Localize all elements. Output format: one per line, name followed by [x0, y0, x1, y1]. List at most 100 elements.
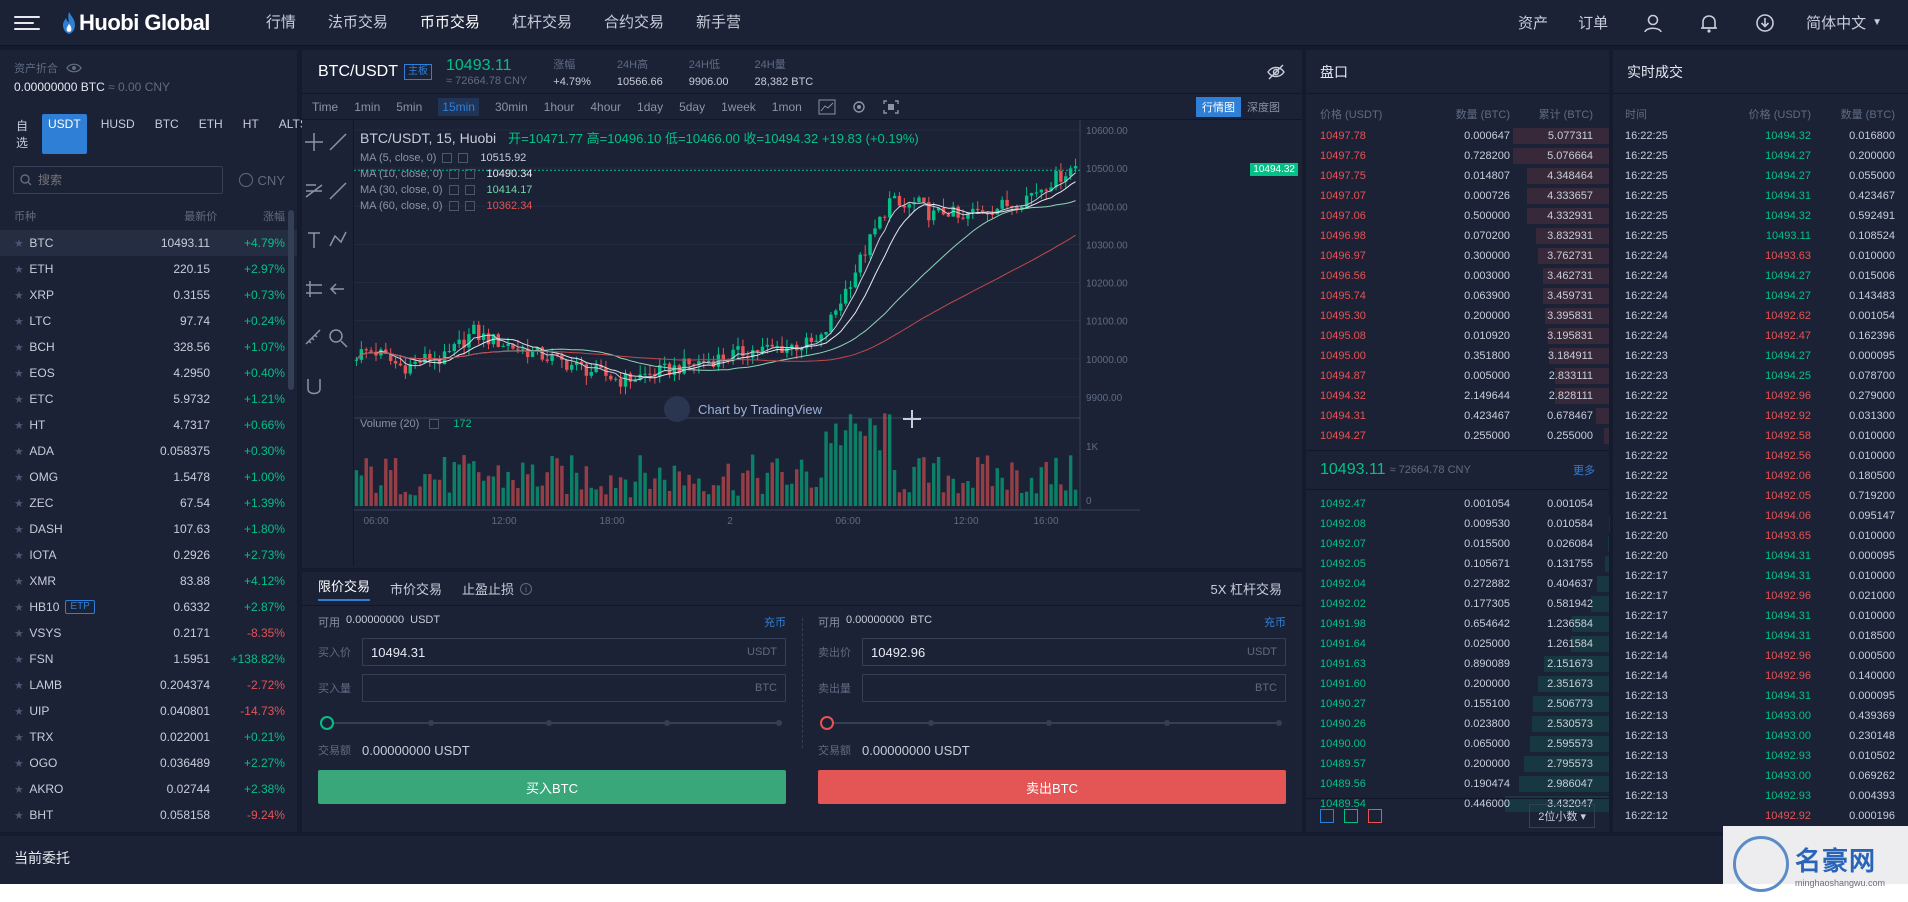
logo[interactable]: Huobi Global [62, 10, 210, 36]
sell-button[interactable]: 卖出BTC [818, 770, 1286, 804]
volume-settings-icon[interactable] [429, 419, 440, 429]
timeframe-1min[interactable]: 1min [354, 99, 381, 114]
settings-icon[interactable] [850, 99, 868, 115]
ma-close-icon[interactable] [464, 169, 475, 179]
book-row[interactable]: 10495.00 0.351800 3.184911 [1306, 346, 1609, 366]
orders-link[interactable]: 订单 [1578, 15, 1609, 32]
book-row[interactable]: 10496.98 0.070200 3.832931 [1306, 226, 1609, 246]
book-row[interactable]: 10492.04 0.272882 0.404637 [1306, 574, 1609, 594]
search-field[interactable] [13, 166, 223, 194]
book-row[interactable]: 10494.87 0.005000 2.833111 [1306, 366, 1609, 386]
market-row[interactable]: ★ DASH 107.63 +1.80% [0, 516, 297, 542]
market-row[interactable]: ★ BHT 0.058158 -9.24% [0, 802, 297, 828]
star-icon[interactable]: ★ [14, 289, 24, 302]
view-tab-0[interactable]: 行情图 [1196, 96, 1241, 117]
star-icon[interactable]: ★ [14, 601, 24, 614]
ma-legend-row[interactable]: MA (5, close, 0) 10515.92 [360, 150, 919, 166]
timeframe-time[interactable]: Time [312, 99, 339, 114]
assets-link[interactable]: 资产 [1518, 15, 1549, 32]
sell-price-input[interactable]: 10492.96 USDT [862, 638, 1286, 666]
timeframe-5day[interactable]: 5day [679, 99, 706, 114]
user-icon[interactable] [1642, 12, 1664, 34]
download-icon[interactable] [1754, 12, 1776, 34]
tab-limit[interactable]: 限价交易 [318, 576, 371, 601]
nav-item-1[interactable]: 法币交易 [327, 13, 388, 31]
sell-slider-knob[interactable] [820, 716, 834, 730]
buy-qty-input[interactable]: BTC [362, 674, 786, 702]
book-row[interactable]: 10490.26 0.023800 2.530573 [1306, 714, 1609, 734]
fib-icon[interactable] [302, 179, 326, 203]
tradingview-badge[interactable]: Chart by TradingView [664, 396, 822, 422]
market-row[interactable]: ★ OGO 0.036489 +2.27% [0, 750, 297, 776]
ma-close-icon[interactable] [464, 201, 475, 211]
market-row[interactable]: ★ IOTA 0.2926 +2.73% [0, 542, 297, 568]
hide-eye-icon[interactable] [1266, 62, 1286, 82]
market-tab-自选[interactable]: 自选 [16, 119, 29, 150]
leverage-link[interactable]: 5X 杠杆交易 [1210, 579, 1282, 598]
star-icon[interactable]: ★ [14, 445, 24, 458]
language-selector[interactable]: 简体中文 ▼ [1806, 12, 1882, 33]
book-row[interactable]: 10497.76 0.728200 5.076664 [1306, 146, 1609, 166]
market-tab-usdt[interactable]: USDT [42, 114, 87, 154]
market-row[interactable]: ★ OMG 1.5478 +1.00% [0, 464, 297, 490]
book-row[interactable]: 10497.78 0.000647 5.077311 [1306, 126, 1609, 146]
market-tab-husd[interactable]: HUSD [100, 117, 135, 131]
book-row[interactable]: 10492.08 0.009530 0.010584 [1306, 514, 1609, 534]
candlestick-chart[interactable]: 10600.00 10500.00 10400.00 10300.00 10200.00… [354, 120, 1302, 566]
ma-legend-row[interactable]: MA (10, close, 0) 10490.34 [360, 166, 919, 182]
star-icon[interactable]: ★ [14, 679, 24, 692]
timeframe-1day[interactable]: 1day [637, 99, 664, 114]
header-change[interactable]: 涨幅 [263, 211, 285, 223]
magnet-icon[interactable] [302, 375, 326, 399]
nav-item-5[interactable]: 新手营 [695, 13, 741, 31]
star-icon[interactable]: ★ [14, 653, 24, 666]
sell-qty-input[interactable]: BTC [862, 674, 1286, 702]
book-row[interactable]: 10492.47 0.001054 0.001054 [1306, 494, 1609, 514]
star-icon[interactable]: ★ [14, 471, 24, 484]
market-row[interactable]: ★ VSYS 0.2171 -8.35% [0, 620, 297, 646]
buy-charge-link[interactable]: 充币 [764, 617, 786, 629]
pattern-icon[interactable] [326, 228, 350, 252]
market-row[interactable]: ★ HT 4.7317 +0.66% [0, 412, 297, 438]
book-row[interactable]: 10496.56 0.003000 3.462731 [1306, 266, 1609, 286]
book-row[interactable]: 10497.07 0.000726 4.333657 [1306, 186, 1609, 206]
market-row[interactable]: ★ BTC 10493.11 +4.79% [0, 230, 297, 256]
search-input[interactable] [38, 173, 208, 187]
book-row[interactable]: 10492.07 0.015500 0.026084 [1306, 534, 1609, 554]
view-tab-1[interactable]: 深度图 [1247, 101, 1280, 114]
book-row[interactable]: 10495.74 0.063900 3.459731 [1306, 286, 1609, 306]
star-icon[interactable]: ★ [14, 809, 24, 822]
market-row[interactable]: ★ HB10 ETP 0.6332 +2.87% [0, 594, 297, 620]
book-asks-icon[interactable] [1368, 808, 1382, 823]
buy-slider-knob[interactable] [320, 716, 334, 730]
star-icon[interactable]: ★ [14, 783, 24, 796]
book-row[interactable]: 10495.08 0.010920 3.195831 [1306, 326, 1609, 346]
book-row[interactable]: 10497.06 0.500000 4.332931 [1306, 206, 1609, 226]
ma-legend-row[interactable]: MA (30, close, 0) 10414.17 [360, 182, 919, 198]
book-row[interactable]: 10491.60 0.200000 2.351673 [1306, 674, 1609, 694]
ma-settings-icon[interactable] [448, 185, 459, 195]
timeframe-15min[interactable]: 15min [438, 97, 479, 116]
star-icon[interactable]: ★ [14, 315, 24, 328]
market-row[interactable]: ★ UIP 0.040801 -14.73% [0, 698, 297, 724]
text-icon[interactable] [302, 228, 326, 252]
buy-slider[interactable] [318, 712, 786, 734]
star-icon[interactable]: ★ [14, 263, 24, 276]
decimal-select[interactable]: 2位小数 ▾ [1529, 803, 1595, 828]
pair-name[interactable]: BTC/USDT [318, 62, 398, 80]
header-price[interactable]: 最新价 [184, 211, 218, 223]
book-row[interactable]: 10492.05 0.105671 0.131755 [1306, 554, 1609, 574]
market-row[interactable]: ★ ETC 5.9732 +1.21% [0, 386, 297, 412]
book-row[interactable]: 10492.02 0.177305 0.581942 [1306, 594, 1609, 614]
indicator-icon[interactable] [818, 99, 836, 115]
market-row[interactable]: ★ TRX 0.022001 +0.21% [0, 724, 297, 750]
eye-icon[interactable] [66, 62, 82, 74]
tab-stop[interactable]: 止盈止损 [462, 582, 515, 597]
market-row[interactable]: ★ LTC 97.74 +0.24% [0, 308, 297, 334]
market-row[interactable]: ★ XRP 0.3155 +0.73% [0, 282, 297, 308]
volume-label[interactable]: Volume (20) [360, 418, 420, 430]
star-icon[interactable]: ★ [14, 393, 24, 406]
market-tab-ht[interactable]: HT [242, 117, 259, 131]
ruler-icon[interactable] [302, 326, 326, 350]
market-row[interactable]: ★ ETH 220.15 +2.97% [0, 256, 297, 282]
